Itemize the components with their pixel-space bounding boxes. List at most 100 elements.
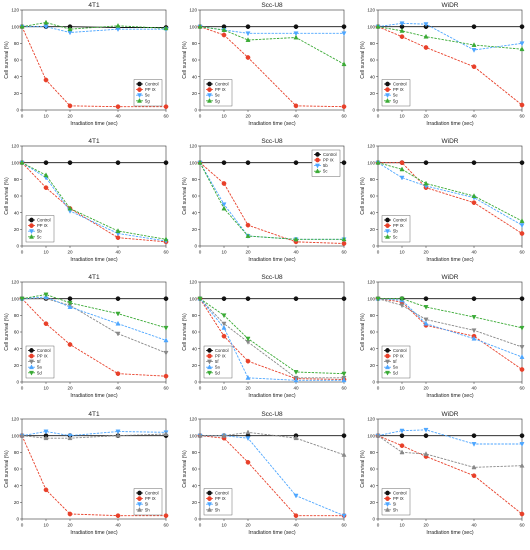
series-line xyxy=(377,162,523,222)
y-tick-label: 80 xyxy=(192,313,198,318)
data-point xyxy=(471,315,477,320)
y-tick-label: 0 xyxy=(16,244,19,249)
x-tick-label: 10 xyxy=(399,114,405,119)
data-point xyxy=(115,432,121,438)
legend-marker xyxy=(384,93,391,99)
x-tick-label: 10 xyxy=(399,523,405,528)
chart-title: WiDR xyxy=(442,2,459,9)
x-tick-label: 60 xyxy=(163,250,169,255)
y-tick-label: 60 xyxy=(192,467,198,472)
y-tick-label: 20 xyxy=(14,91,20,96)
x-tick-label: 0 xyxy=(199,386,202,391)
data-point xyxy=(67,103,73,109)
legend-marker xyxy=(206,506,213,512)
data-point xyxy=(293,435,299,441)
data-point xyxy=(341,104,347,110)
y-tick-label: 0 xyxy=(194,380,197,385)
data-point xyxy=(519,462,525,468)
chart-panel-8: Scc-U8 0 20 40 60 80 100 120 0 10 20 40 60 Irradiatio… xyxy=(182,274,347,399)
series-line xyxy=(377,435,523,468)
y-tick-label: 80 xyxy=(14,41,20,46)
y-tick-label: 100 xyxy=(11,160,19,165)
data-point xyxy=(163,513,169,519)
x-axis-label: Irradiation time (sec) xyxy=(70,393,118,399)
data-point xyxy=(115,513,121,519)
series-line xyxy=(378,298,523,329)
data-point xyxy=(115,331,121,337)
legend-marker xyxy=(206,359,213,365)
x-axis-label: Irradiation time (sec) xyxy=(70,121,118,127)
data-point xyxy=(163,431,169,436)
data-point xyxy=(471,24,477,30)
series-5d xyxy=(197,296,347,377)
legend-marker xyxy=(207,490,212,496)
data-point xyxy=(471,48,477,53)
legend-label: Control xyxy=(37,348,51,353)
legend-label: Control xyxy=(145,82,159,87)
x-tick-label: 40 xyxy=(115,250,121,255)
legend-label: Control xyxy=(393,82,407,87)
x-tick-label: 20 xyxy=(67,386,73,391)
y-tick-label: 60 xyxy=(370,194,376,199)
data-point xyxy=(245,31,251,37)
x-tick-label: 60 xyxy=(163,114,169,119)
legend-marker xyxy=(207,353,212,359)
data-point xyxy=(399,428,405,434)
legend-marker xyxy=(384,97,391,103)
data-point xyxy=(293,34,299,40)
data-point xyxy=(293,160,299,166)
data-point xyxy=(19,296,25,302)
data-point xyxy=(399,296,405,302)
data-point xyxy=(293,103,299,109)
legend-marker xyxy=(137,81,142,87)
y-tick-label: 100 xyxy=(189,24,197,29)
legend-label: 5e xyxy=(145,93,150,98)
legend-marker xyxy=(207,496,212,501)
x-tick-label: 20 xyxy=(245,114,251,119)
y-tick-label: 60 xyxy=(14,467,20,472)
data-point xyxy=(115,160,121,166)
legend-marker xyxy=(29,348,34,353)
legend-marker xyxy=(28,370,35,376)
series-line xyxy=(21,162,167,240)
y-tick-label: 40 xyxy=(370,483,376,488)
x-tick-label: 0 xyxy=(21,386,24,391)
data-point xyxy=(163,25,169,31)
chart-title: Scc-U8 xyxy=(261,2,283,9)
x-axis-label: Irradiation time (sec) xyxy=(248,257,296,263)
legend-label: PP IX xyxy=(393,354,404,359)
legend-label: Control xyxy=(215,491,229,496)
legend-marker xyxy=(385,223,390,228)
legend-label: 5a xyxy=(37,365,42,370)
legend-marker xyxy=(206,364,213,370)
y-axis-label: Cell survival (%) xyxy=(4,41,10,79)
legend-marker xyxy=(207,348,212,353)
data-point xyxy=(163,373,169,379)
data-point xyxy=(423,45,429,50)
legend-marker xyxy=(384,502,391,508)
data-point xyxy=(341,377,347,383)
legend-marker xyxy=(384,370,391,376)
x-tick-label: 20 xyxy=(67,114,73,119)
y-tick-label: 100 xyxy=(189,433,197,438)
data-point xyxy=(245,459,251,465)
chart-panel-2: Scc-U8 0 20 40 60 80 100 120 0 10 20 40 60 Irradiatio… xyxy=(182,2,347,127)
data-point xyxy=(471,442,477,447)
y-tick-label: 0 xyxy=(372,380,375,385)
y-tick-label: 0 xyxy=(16,380,19,385)
legend-label: PP IX xyxy=(393,223,404,228)
series-5g xyxy=(375,23,525,52)
chart-panel-7: 4T1 0 20 40 60 80 100 120 0 10 20 40 60 Irradiation t… xyxy=(4,274,169,399)
data-point xyxy=(519,160,525,166)
legend-marker xyxy=(29,217,34,223)
data-point xyxy=(423,180,429,186)
x-tick-label: 60 xyxy=(163,523,169,528)
data-point xyxy=(423,22,429,28)
y-axis-label: Cell survival (%) xyxy=(182,177,188,215)
chart-title: Scc-U8 xyxy=(261,411,283,418)
data-point xyxy=(519,442,525,447)
legend-label: Control xyxy=(37,218,51,223)
series-5g xyxy=(197,23,347,67)
y-tick-label: 60 xyxy=(370,467,376,472)
